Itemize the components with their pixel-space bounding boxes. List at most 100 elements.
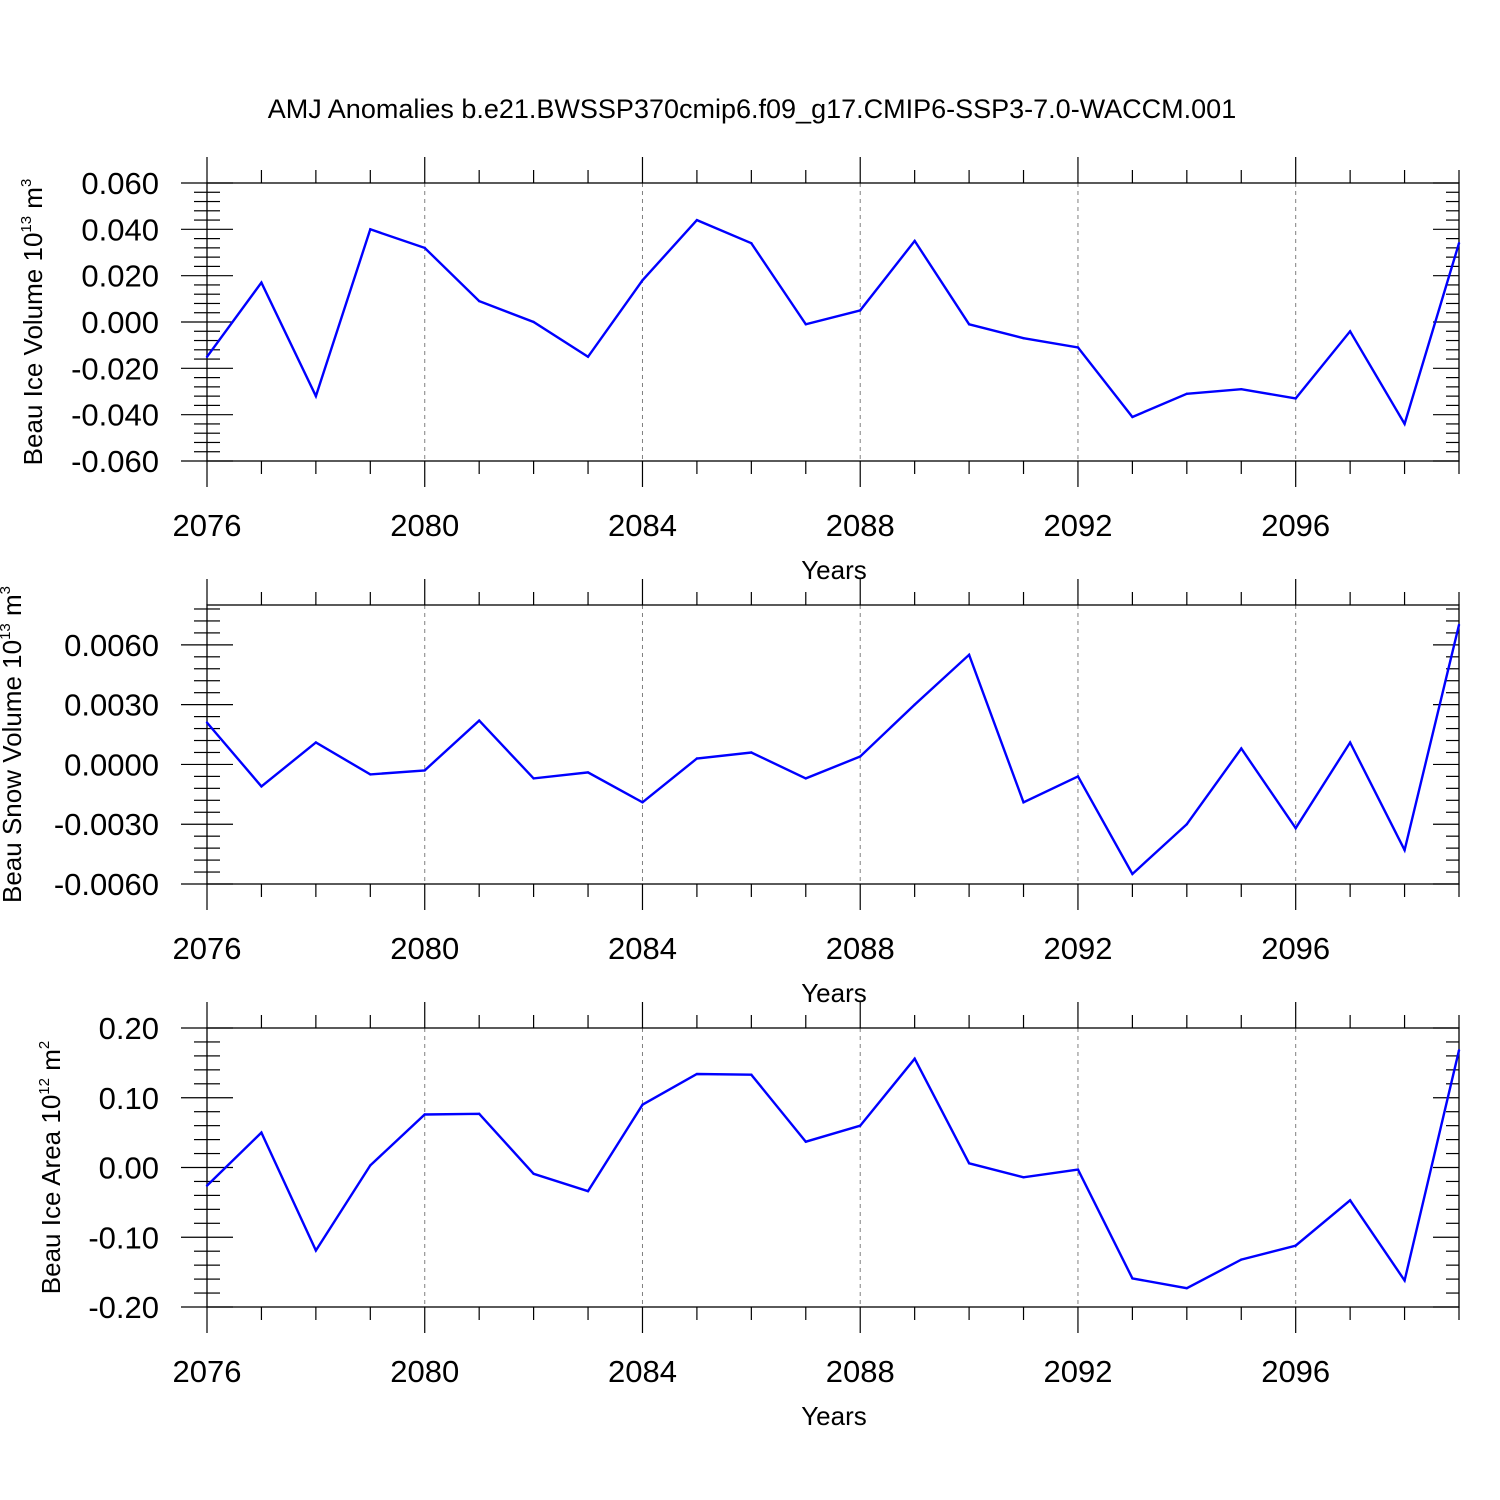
- panel-3: 2076 2080 2084 2088 2092 2096 -0.20 -0.10 0.00 0.…: [36, 1002, 1461, 1431]
- data-point: [695, 757, 699, 760]
- x-tick-label: 2092: [1043, 931, 1112, 966]
- x-tick-label: 2092: [1043, 508, 1112, 543]
- y-tick-label: -0.020: [71, 351, 159, 386]
- data-point: [1457, 242, 1461, 245]
- data-point: [260, 785, 263, 788]
- data-point: [1403, 1279, 1406, 1282]
- data-point: [423, 769, 426, 772]
- x-tick-label: 2096: [1261, 931, 1330, 966]
- data-point: [1294, 827, 1297, 830]
- data-point: [1348, 1199, 1352, 1202]
- data-point: [369, 773, 372, 776]
- y-tick-label: 0.0060: [64, 628, 159, 663]
- data-point: [967, 1162, 971, 1165]
- data-point: [913, 1057, 916, 1060]
- y-tick-label: 0.20: [99, 1011, 159, 1046]
- data-point: [1294, 1244, 1297, 1247]
- data-point: [967, 653, 971, 657]
- data-point: [1348, 741, 1352, 744]
- y-tick-label: 0.000: [81, 305, 159, 340]
- data-point: [1403, 848, 1406, 852]
- chart-title: AMJ Anomalies b.e21.BWSSP370cmip6.f09_g1…: [268, 94, 1236, 124]
- data-point: [477, 1112, 481, 1115]
- y-tick-label: -0.20: [88, 1290, 159, 1325]
- data-point: [1022, 1176, 1025, 1179]
- data-point: [641, 1103, 644, 1106]
- y-tick-label: 0.10: [99, 1081, 159, 1116]
- data-point: [1240, 747, 1243, 750]
- data-point: [423, 1113, 426, 1116]
- data-point: [1022, 337, 1025, 340]
- x-tick-label: 2092: [1043, 1354, 1112, 1389]
- data-point: [1022, 801, 1025, 804]
- data-point: [260, 281, 263, 284]
- plot-frame: [206, 604, 1460, 885]
- x-tick-label: 2096: [1261, 508, 1330, 543]
- data-point: [1457, 1049, 1461, 1052]
- x-tick-label: 2080: [390, 931, 459, 966]
- data-point: [859, 309, 862, 312]
- data-point: [1076, 346, 1080, 349]
- x-tick-label: 2084: [608, 931, 677, 966]
- data-point: [1457, 623, 1461, 627]
- data-point: [859, 1124, 862, 1127]
- y-axis-label: Beau Ice Area 1012 m2: [36, 1041, 66, 1294]
- data-point: [369, 228, 372, 231]
- y-axis-label: Beau Snow Volume 1013 m3: [0, 586, 27, 903]
- data-point: [750, 242, 753, 245]
- data-point: [1403, 422, 1406, 426]
- plot-frame: [206, 1027, 1460, 1308]
- x-tick-label: 2076: [173, 1354, 242, 1389]
- y-tick-label: -0.10: [88, 1220, 159, 1255]
- x-tick-label: 2076: [173, 931, 242, 966]
- x-tick-label: 2084: [608, 508, 677, 543]
- data-point: [586, 1190, 590, 1193]
- data-point: [750, 751, 753, 754]
- x-tick-label: 2080: [390, 1354, 459, 1389]
- x-tick-label: 2080: [390, 508, 459, 543]
- data-point: [1076, 775, 1080, 778]
- data-point: [477, 719, 481, 722]
- x-tick-label: 2088: [826, 508, 895, 543]
- data-point: [913, 703, 916, 706]
- data-point: [1131, 872, 1134, 876]
- plot-frame: [206, 182, 1460, 462]
- x-axis-label: Years: [801, 555, 867, 585]
- x-tick-label: 2096: [1261, 1354, 1330, 1389]
- x-tick-label: 2088: [826, 1354, 895, 1389]
- x-tick-label: 2084: [608, 1354, 677, 1389]
- data-point: [314, 1249, 318, 1252]
- x-tick-label: 2088: [826, 931, 895, 966]
- series-line: [206, 624, 1461, 876]
- data-point: [532, 1172, 535, 1175]
- data-point: [205, 355, 209, 358]
- y-tick-label: -0.0030: [54, 807, 159, 842]
- data-point: [641, 279, 644, 282]
- data-point: [1348, 330, 1352, 333]
- data-point: [695, 1072, 699, 1076]
- data-point: [586, 771, 590, 774]
- y-tick-label: -0.0060: [54, 867, 159, 902]
- data-point: [804, 323, 807, 326]
- data-point: [532, 777, 535, 780]
- y-tick-label: -0.040: [71, 398, 159, 433]
- x-axis-label: Years: [801, 1401, 867, 1431]
- panel-1: 2076 2080 2084 2088 2092 2096 -0.060 -0.040 -0.0…: [18, 157, 1461, 585]
- panel-2: 2076 2080 2084 2088 2092 2096 -0.0060 -0.0030 0.…: [0, 579, 1461, 1008]
- data-point: [1240, 387, 1243, 391]
- data-point: [260, 1131, 263, 1134]
- data-point: [369, 1164, 372, 1167]
- data-point: [750, 1073, 753, 1076]
- series-line: [206, 1050, 1461, 1290]
- y-tick-label: 0.020: [81, 259, 159, 294]
- data-point: [913, 239, 916, 243]
- data-point: [695, 218, 699, 222]
- y-tick-label: 0.0030: [64, 688, 159, 723]
- data-point: [1131, 1277, 1134, 1280]
- data-point: [1294, 397, 1297, 400]
- data-point: [1185, 823, 1189, 826]
- data-point: [205, 721, 209, 724]
- y-tick-label: 0.0000: [64, 747, 159, 782]
- x-axis-label: Years: [801, 978, 867, 1008]
- data-point: [1076, 1168, 1080, 1171]
